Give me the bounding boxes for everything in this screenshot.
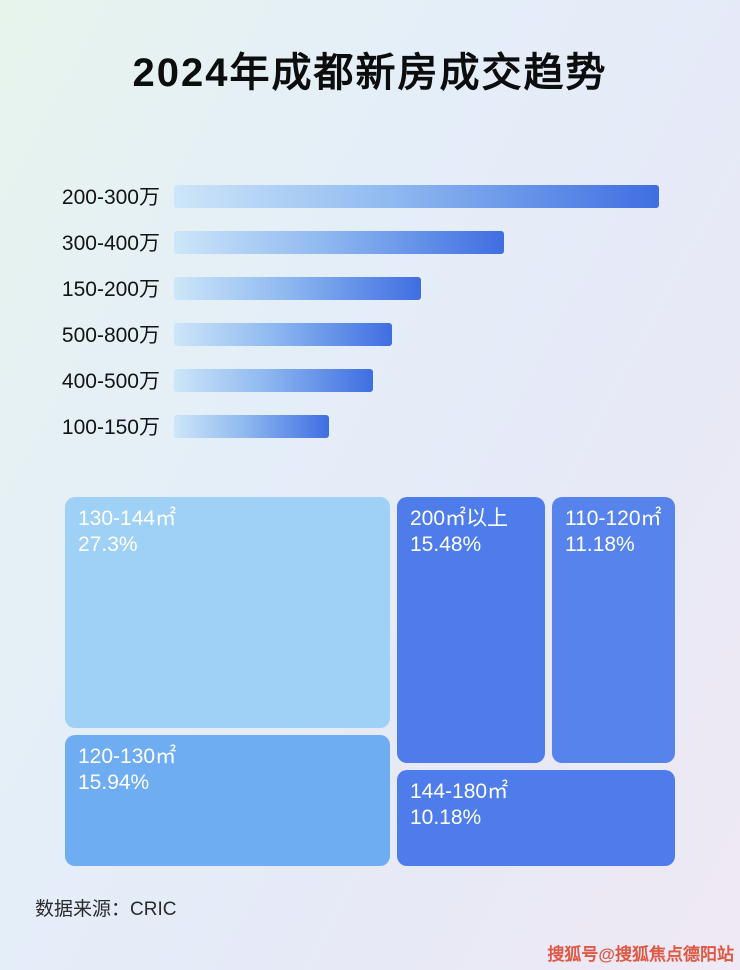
treemap-tile: 200㎡以上 15.48%: [397, 497, 545, 763]
bar: [174, 322, 392, 346]
page-title: 2024年成都新房成交趋势: [132, 51, 608, 95]
treemap-tile: 130-144㎡ 27.3%: [65, 497, 390, 728]
bar-category-label: 400-500万: [61, 370, 160, 393]
tile-label: 144-180㎡: [410, 780, 509, 803]
data-source-label: 数据来源：CRIC: [35, 899, 177, 920]
tile-value: 10.18%: [410, 806, 482, 830]
bar-chart: 200-300万 300-400万 150-200万 500-800万 400-500万…: [0, 184, 740, 460]
bar: [174, 414, 329, 438]
bar: [174, 184, 659, 208]
tile-label: 120-130㎡: [78, 745, 177, 768]
tile-value: 15.94%: [78, 771, 150, 795]
bar: [174, 230, 504, 254]
bar-category-label: 150-200万: [61, 278, 160, 301]
bar: [174, 368, 373, 392]
bar-row: 300-400万: [0, 230, 740, 255]
bar-category-label: 100-150万: [61, 416, 160, 439]
tile-value: 27.3%: [78, 533, 138, 557]
bar-row: 200-300万: [0, 184, 740, 209]
watermark-label: 搜狐号@搜狐焦点德阳站: [547, 945, 734, 964]
treemap: 130-144㎡ 27.3% 200㎡以上 15.48% 110-120㎡ 11.18% 1…: [65, 497, 675, 866]
tile-value: 15.48%: [410, 533, 482, 557]
tile-label: 130-144㎡: [78, 507, 177, 530]
bar-category-label: 300-400万: [61, 232, 160, 255]
tile-value: 11.18%: [565, 533, 635, 557]
bar-category-label: 200-300万: [61, 186, 160, 209]
tile-label: 200㎡以上: [410, 507, 509, 530]
bar-category-label: 500-800万: [61, 324, 160, 347]
bar-row: 100-150万: [0, 414, 740, 439]
treemap-tile: 144-180㎡ 10.18%: [397, 770, 675, 866]
tile-label: 110-120㎡: [565, 507, 662, 530]
bar-row: 500-800万: [0, 322, 740, 347]
bar-row: 150-200万: [0, 276, 740, 301]
treemap-tile: 120-130㎡ 15.94%: [65, 735, 390, 866]
treemap-tile: 110-120㎡ 11.18%: [552, 497, 675, 763]
bar-row: 400-500万: [0, 368, 740, 393]
bar: [174, 276, 421, 300]
